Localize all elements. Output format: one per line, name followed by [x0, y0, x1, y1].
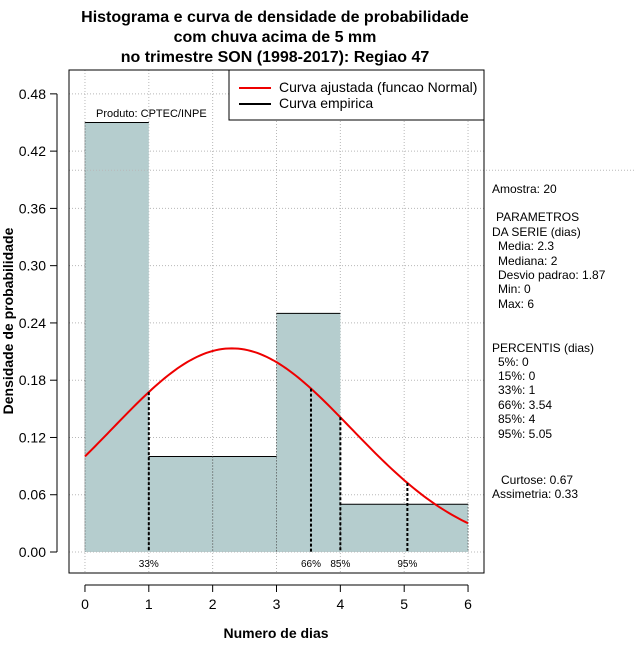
x-tick-label: 6 [464, 596, 472, 612]
stat-mean: Media: 2.3 [498, 239, 554, 253]
percentiles-title: PERCENTIS (dias) [492, 341, 594, 355]
legend-box [228, 69, 485, 121]
percentile-15: 15%: 0 [498, 369, 536, 383]
legend-fitted-label: Curva ajustada (funcao Normal) [279, 79, 477, 95]
histogram-bar [148, 456, 213, 553]
y-tick-label: 0.12 [19, 429, 46, 445]
parameters-title: PARAMETROS [496, 210, 579, 224]
y-tick-label: 0.18 [19, 372, 46, 388]
stat-skewness: Assimetria: 0.33 [492, 487, 578, 501]
chart-title: Histograma e curva de densidade de proba… [81, 9, 469, 66]
legend: Curva ajustada (funcao Normal) Curva emp… [228, 69, 485, 121]
x-tick-label: 5 [400, 596, 408, 612]
percentile-marker-label: 85% [330, 559, 350, 570]
y-tick-label: 0.00 [19, 544, 46, 560]
chart-title-line-1: Histograma e curva de densidade de proba… [81, 9, 469, 26]
stat-median: Mediana: 2 [498, 254, 558, 268]
sample-size: Amostra: 20 [492, 182, 557, 196]
parameters-subtitle: DA SERIE (dias) [492, 225, 581, 239]
stat-sd: Desvio padrao: 1.87 [498, 268, 606, 282]
x-tick-label: 2 [209, 596, 217, 612]
stat-kurtosis: Curtose: 0.67 [501, 473, 573, 487]
x-tick-label: 3 [273, 596, 281, 612]
chart-title-line-2: com chuva acima de 5 mm [174, 29, 377, 46]
histogram-bars [84, 121, 469, 553]
x-tick-label: 0 [81, 596, 89, 612]
percentile-85: 85%: 4 [498, 412, 536, 426]
stat-min: Min: 0 [498, 282, 531, 296]
source-note: Produto: CPTEC/INPE [96, 108, 207, 120]
y-axis-label: Densidade de probabilidade [0, 227, 16, 414]
legend-empirical-label: Curva empirica [279, 95, 373, 111]
x-tick-label: 1 [145, 596, 153, 612]
percentile-marker-label: 66% [301, 559, 321, 570]
percentile-33: 33%: 1 [498, 383, 536, 397]
histogram-bar [212, 456, 277, 553]
histogram-bar [276, 313, 341, 553]
y-tick-label: 0.48 [19, 86, 46, 102]
percentile-66: 66%: 3.54 [498, 398, 552, 412]
reference-line [69, 169, 636, 553]
statistics-panel: Amostra: 20 PARAMETROS DA SERIE (dias) M… [492, 182, 606, 501]
percentile-markers: 33% 66% 85% 95% [139, 388, 417, 570]
y-axis: 0.00 0.06 0.12 0.18 0.24 0.30 0.36 0.42 0.48 [19, 86, 58, 560]
percentile-95: 95%: 5.05 [498, 427, 552, 441]
x-axis-label: Numero de dias [223, 625, 328, 641]
histogram-bar [84, 122, 149, 553]
y-tick-label: 0.06 [19, 487, 46, 503]
percentile-5: 5%: 0 [498, 355, 529, 369]
y-tick-label: 0.30 [19, 258, 46, 274]
chart-title-line-3: no trimestre SON (1998-2017): Regiao 47 [121, 49, 430, 66]
y-tick-label: 0.24 [19, 315, 46, 331]
stat-max: Max: 6 [498, 297, 534, 311]
percentile-marker-label: 33% [139, 559, 159, 570]
y-tick-label: 0.42 [19, 143, 46, 159]
histogram-bar [340, 504, 469, 553]
x-axis: 0 1 2 3 4 5 6 [81, 584, 472, 612]
y-tick-label: 0.36 [19, 200, 46, 216]
x-tick-label: 4 [336, 596, 344, 612]
percentile-marker-label: 95% [397, 559, 417, 570]
